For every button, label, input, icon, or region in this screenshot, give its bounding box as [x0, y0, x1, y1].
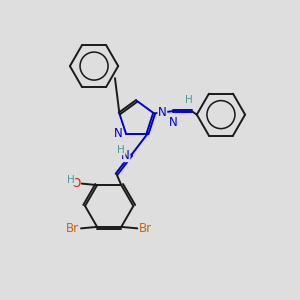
Text: O: O [71, 177, 80, 190]
Text: H: H [185, 94, 193, 105]
Text: H: H [117, 145, 125, 155]
Text: H: H [67, 175, 74, 185]
Text: N: N [113, 127, 122, 140]
Text: Br: Br [139, 222, 152, 235]
Text: N: N [121, 148, 130, 162]
Text: N: N [169, 116, 178, 129]
Text: N: N [158, 106, 167, 119]
Text: Br: Br [66, 222, 80, 235]
